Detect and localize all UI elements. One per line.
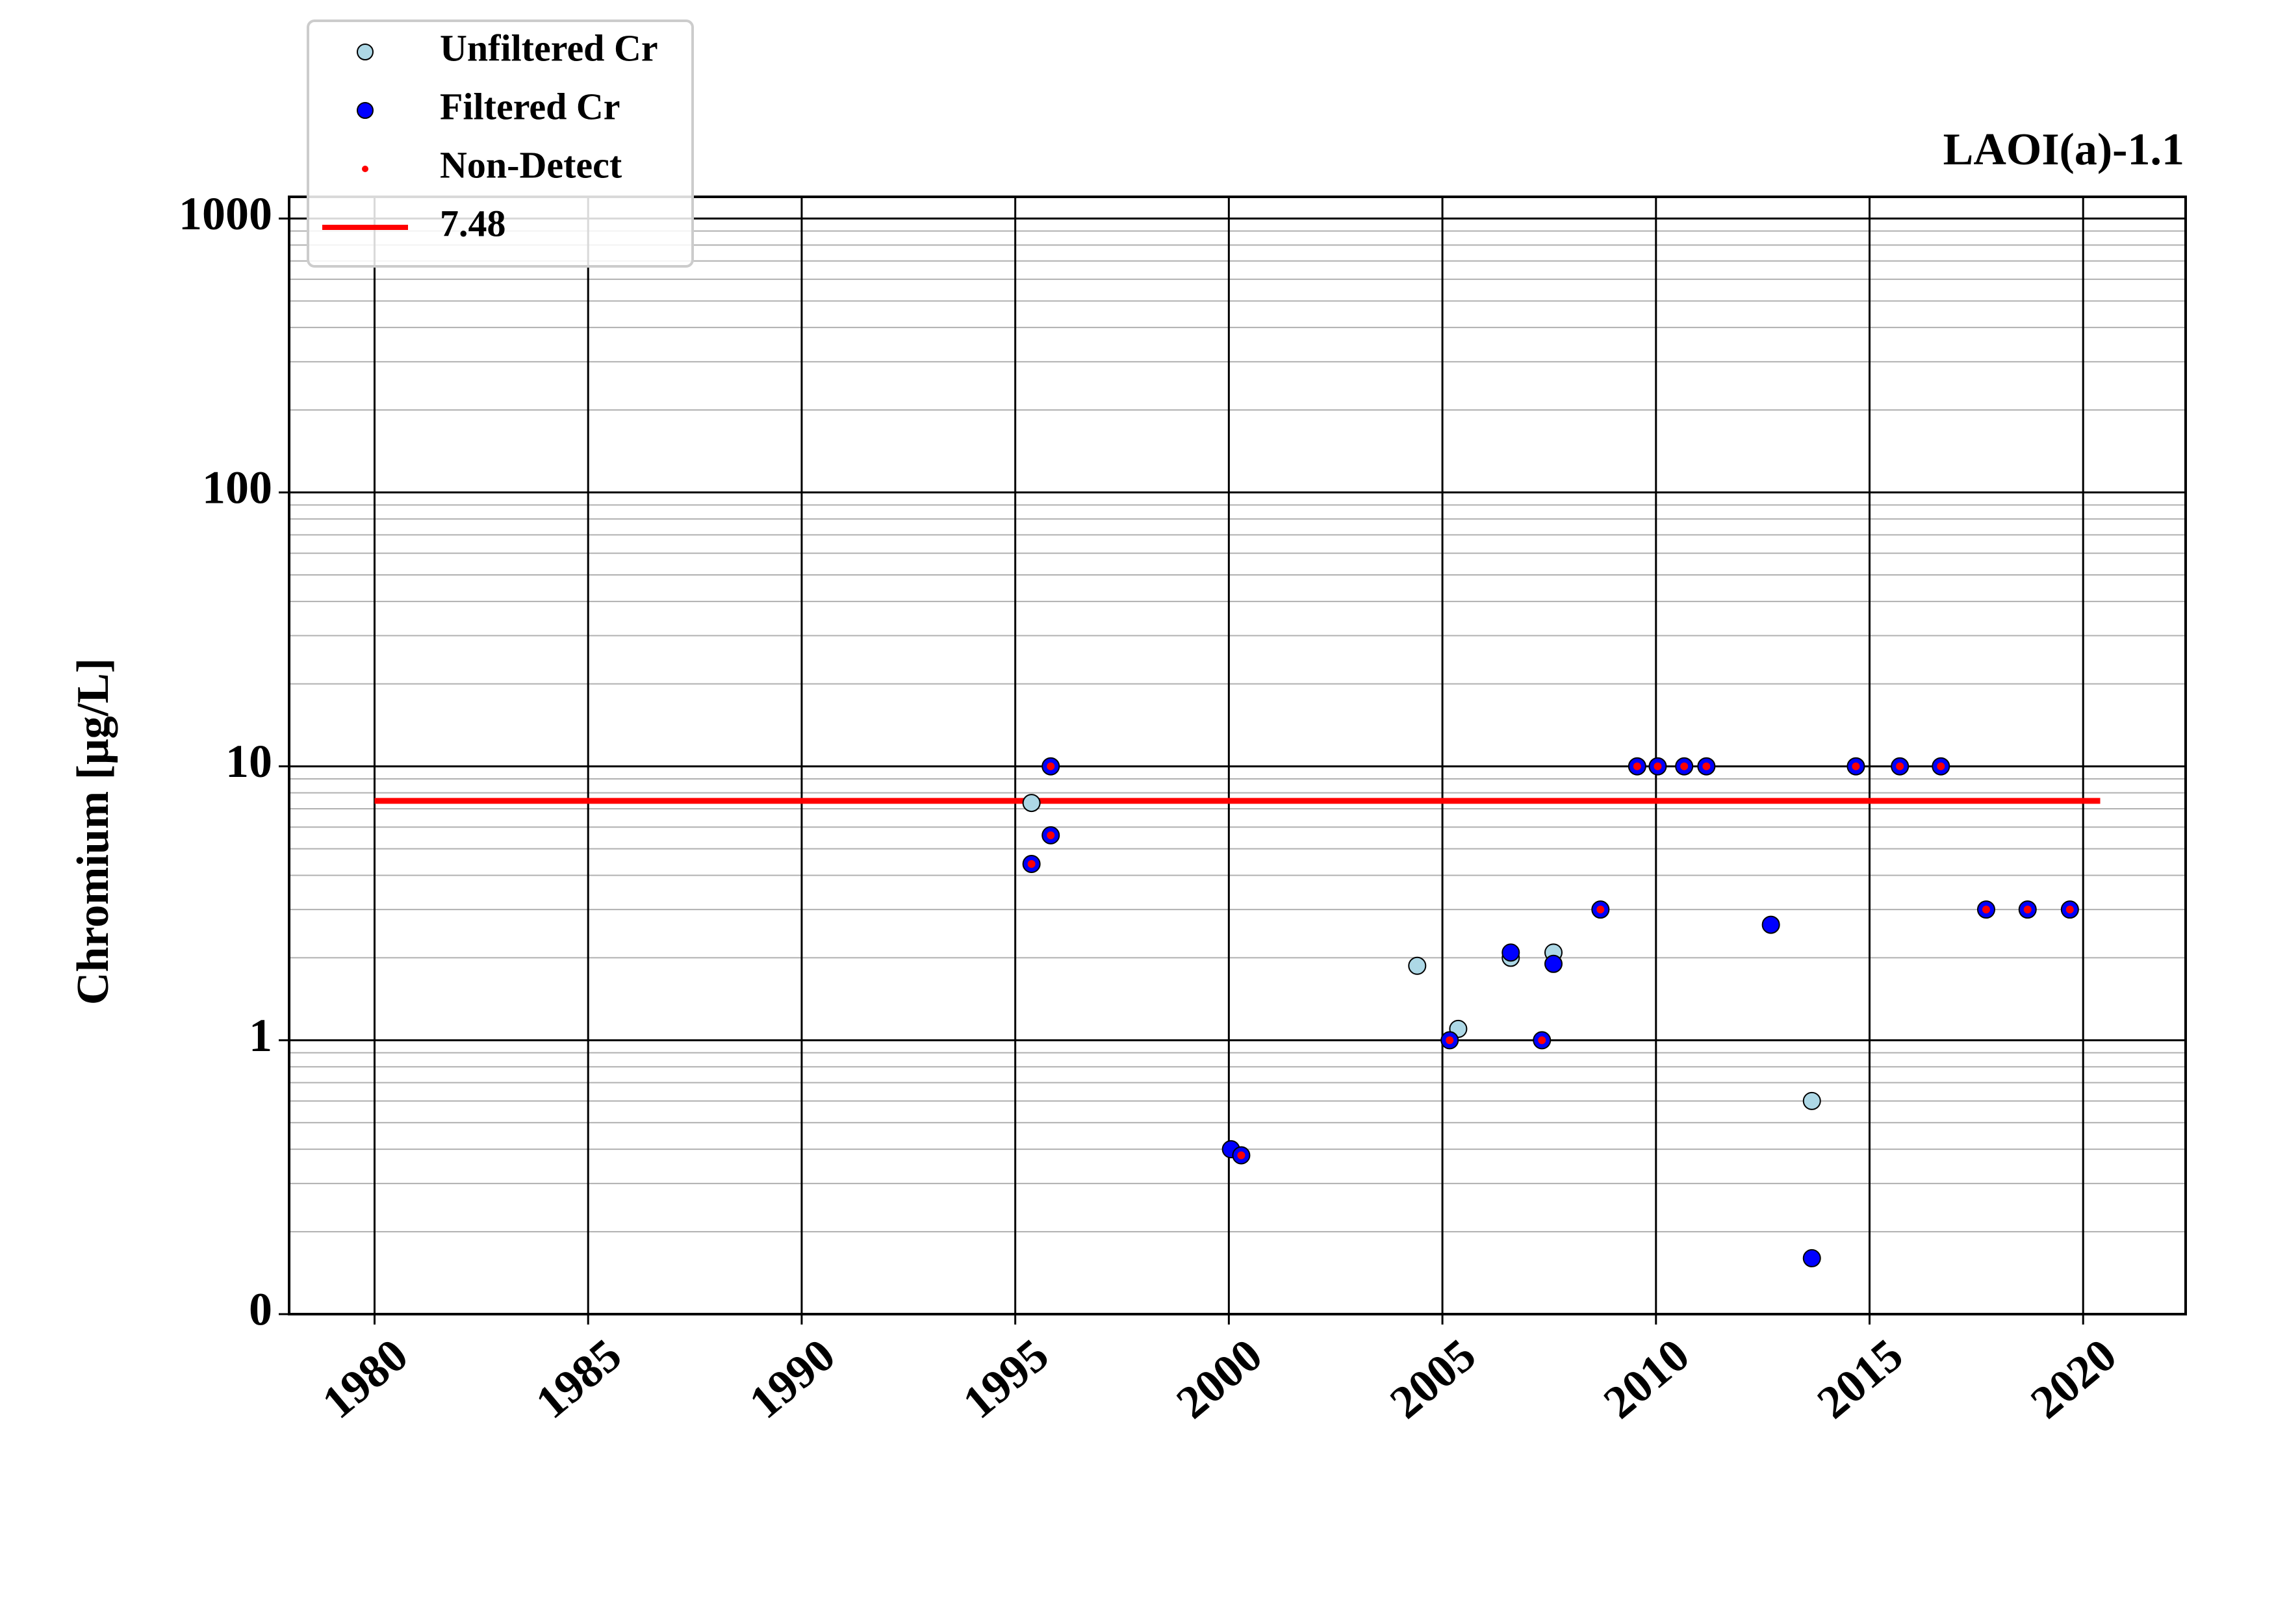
non-detect-point [1538, 1036, 1546, 1045]
x-tick-label: 2015 [1808, 1328, 1913, 1428]
non-detect-point [1702, 762, 1711, 770]
x-tick-label: 1980 [313, 1328, 418, 1428]
y-axis-label: Chromium [μg/L] [68, 658, 118, 1005]
legend-marker [362, 166, 368, 172]
data-point [1408, 956, 1427, 975]
non-detect-point [1047, 831, 1055, 839]
chart-title: LAOI(a)-1.1 [1943, 125, 2184, 175]
y-tick-label: 10 [225, 735, 272, 787]
y-tick-label: 0 [249, 1284, 272, 1336]
data-point [1761, 915, 1780, 934]
grid [289, 197, 2186, 1315]
data-point [1802, 1091, 1821, 1110]
non-detect-point [1446, 1036, 1454, 1045]
non-detect-point [1237, 1151, 1246, 1160]
non-detect-point [1047, 762, 1055, 770]
y-tick-label: 1 [249, 1009, 272, 1061]
non-detect-point [1937, 762, 1945, 770]
x-tick-label: 1995 [953, 1328, 1058, 1428]
y-tick-label: 100 [202, 462, 272, 514]
non-detect-point [2065, 906, 2074, 914]
legend-marker [357, 102, 374, 119]
legend-label: Unfiltered Cr [440, 27, 658, 69]
non-detect-point [1596, 906, 1605, 914]
non-detect-point [1680, 762, 1689, 770]
data-point [1544, 954, 1563, 973]
x-tick-label: 1985 [526, 1328, 632, 1428]
x-tick-label: 2010 [1594, 1328, 1699, 1428]
legend: Unfiltered Cr Filtered Cr Non-Detect 7.48 [307, 19, 694, 268]
legend-marker [357, 44, 374, 60]
legend-label: 7.48 [440, 202, 506, 244]
x-tick-label: 2020 [2021, 1328, 2127, 1428]
y-tick-label: 1000 [179, 188, 272, 240]
plot-frame [288, 196, 2187, 1315]
non-detect-point [1654, 762, 1662, 770]
x-tick-label: 2005 [1380, 1328, 1485, 1428]
legend-box [307, 19, 694, 268]
data-point [1501, 943, 1520, 962]
data-point [1022, 794, 1041, 813]
data-point [1802, 1249, 1821, 1267]
x-tick-label: 1990 [739, 1328, 845, 1428]
non-detect-point [1896, 762, 1904, 770]
non-detect-point [1982, 906, 1990, 914]
non-detect-point [2023, 906, 2032, 914]
non-detect-point [1852, 762, 1860, 770]
non-detect-point [1027, 860, 1036, 869]
legend-label: Non-Detect [440, 144, 622, 186]
legend-label: Filtered Cr [440, 85, 620, 127]
non-detect-point [1633, 762, 1641, 770]
x-tick-label: 2000 [1167, 1328, 1272, 1428]
